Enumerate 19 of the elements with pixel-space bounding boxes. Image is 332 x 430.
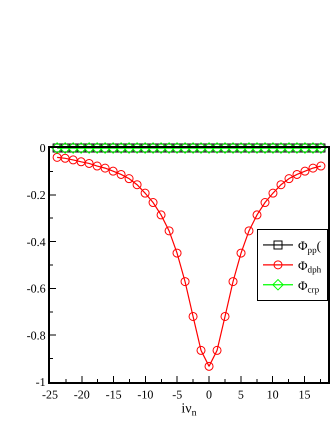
x-tick-label: -25 bbox=[42, 387, 58, 402]
x-tick-label: 15 bbox=[298, 387, 310, 402]
x-tick-label: -5 bbox=[172, 387, 182, 402]
x-tick-label: 10 bbox=[266, 387, 279, 402]
y-tick-label: 0 bbox=[40, 141, 46, 156]
legend-label: Φ$_{pp}$( bbox=[298, 238, 321, 255]
y-tick-label: -0.8 bbox=[26, 328, 46, 342]
y-tick-label: -0.2 bbox=[26, 188, 46, 202]
x-tick-label: -15 bbox=[106, 387, 122, 402]
legend-label: Φ$_{crp}$ bbox=[298, 278, 320, 295]
legend-label: Φ$_{dph}$ bbox=[298, 258, 322, 275]
y-tick-label: -0.4 bbox=[26, 234, 46, 249]
x-axis-title: iν$_{n}$ bbox=[181, 401, 197, 418]
y-tick-label: -1 bbox=[36, 375, 46, 390]
y-tick-label: -0.6 bbox=[26, 282, 46, 296]
x-tick-label: 0 bbox=[206, 387, 212, 402]
x-tick-label: -20 bbox=[74, 387, 90, 402]
x-tick-label: -10 bbox=[137, 387, 154, 402]
x-tick-label: 5 bbox=[238, 387, 244, 402]
